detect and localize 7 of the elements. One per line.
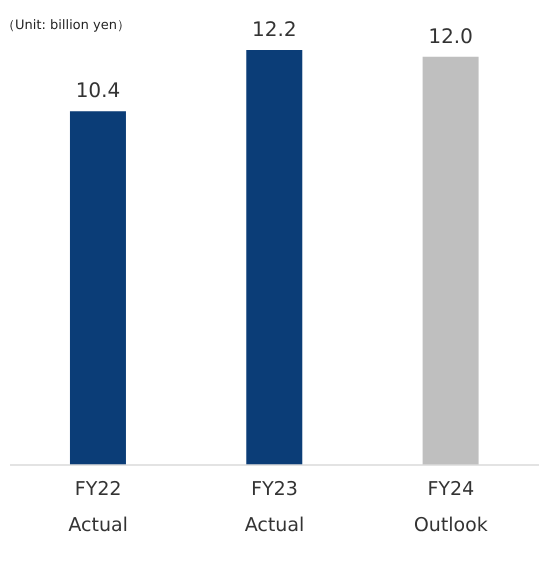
data-label: 12.0 bbox=[428, 24, 473, 48]
text: （Unit: billion yen） bbox=[2, 17, 130, 34]
x-tick-label: FY23 Actual bbox=[244, 478, 304, 536]
x-tick-label: FY22 Actual bbox=[68, 478, 128, 536]
x-tick-label: FY24 Outlook bbox=[414, 478, 488, 536]
data-label: 12.2 bbox=[252, 17, 297, 41]
data-label: 10.4 bbox=[76, 78, 120, 102]
